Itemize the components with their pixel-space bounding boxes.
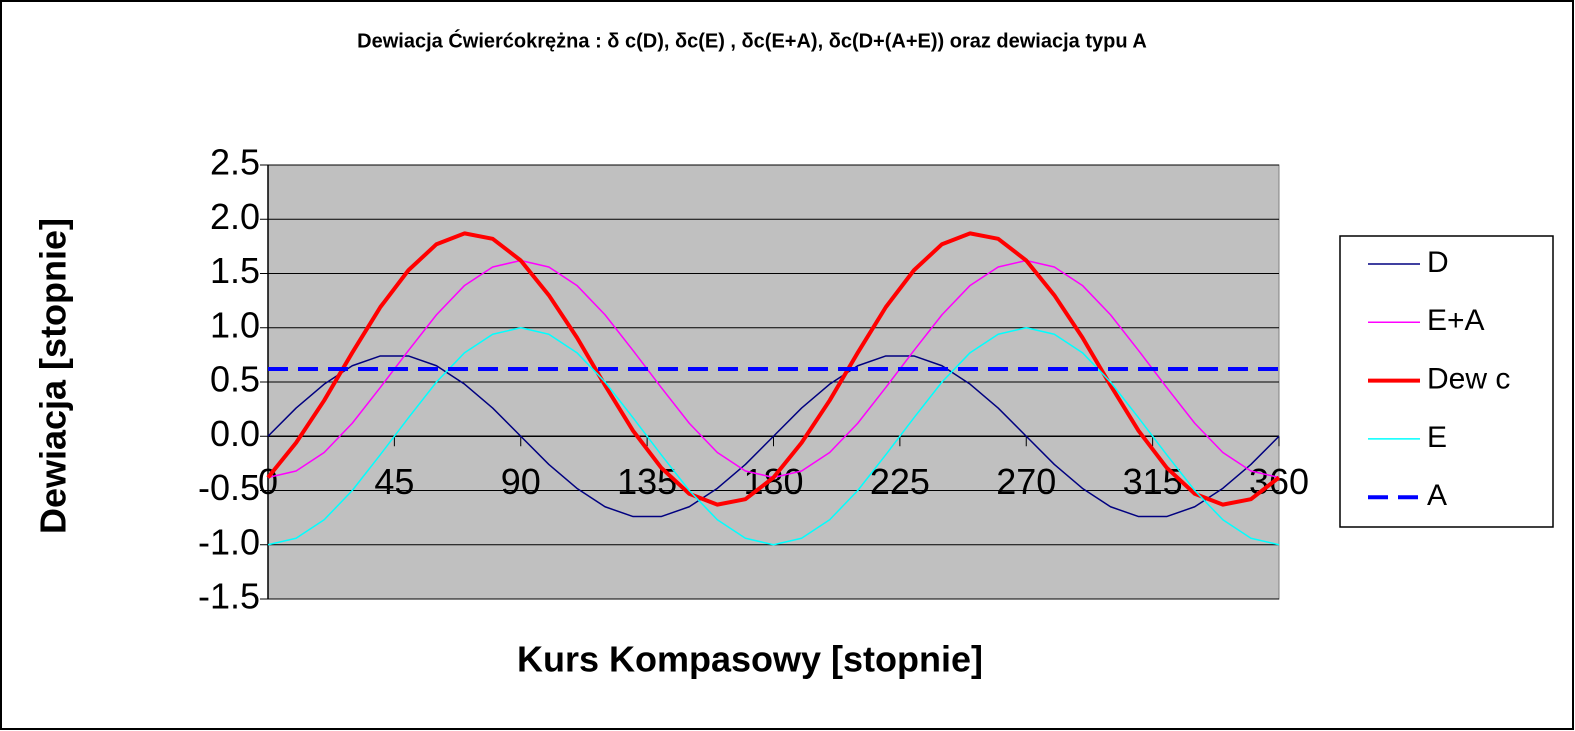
y-tick-label: -1.0: [198, 521, 260, 562]
series-line: [267, 355, 1280, 518]
x-tick-label: 270: [996, 461, 1056, 502]
chart-title: Dewiacja Ćwierćokrężna : δ c(D), δc(E) ,…: [357, 28, 1147, 52]
legend-label: D: [1427, 246, 1449, 279]
y-tick-label: 1.5: [210, 250, 260, 291]
y-tick-label: -0.5: [198, 467, 260, 508]
x-axis-label: Kurs Kompasowy [stopnie]: [517, 639, 983, 680]
x-tick-label: 225: [870, 461, 930, 502]
legend-label: A: [1427, 479, 1447, 512]
y-tick-label: 2.5: [210, 142, 260, 183]
series-line: [266, 231, 1281, 507]
y-tick-label: 2.0: [210, 196, 260, 237]
y-axis-label: Dewiacja [stopnie]: [33, 218, 74, 534]
y-tick-label: 0.5: [210, 359, 260, 400]
y-tick-label: 1.0: [210, 304, 260, 345]
y-tick-label: 0.0: [210, 413, 260, 454]
x-tick-label: 135: [617, 461, 677, 502]
x-tick-label: 45: [374, 461, 414, 502]
y-tick-label: -1.5: [198, 576, 260, 617]
legend-label: E: [1427, 421, 1447, 454]
legend-label: Dew c: [1427, 363, 1510, 396]
x-tick-label: 315: [1123, 461, 1183, 502]
series-line: [267, 327, 1280, 546]
x-tick-label: 90: [501, 461, 541, 502]
legend-label: E+A: [1427, 304, 1485, 337]
